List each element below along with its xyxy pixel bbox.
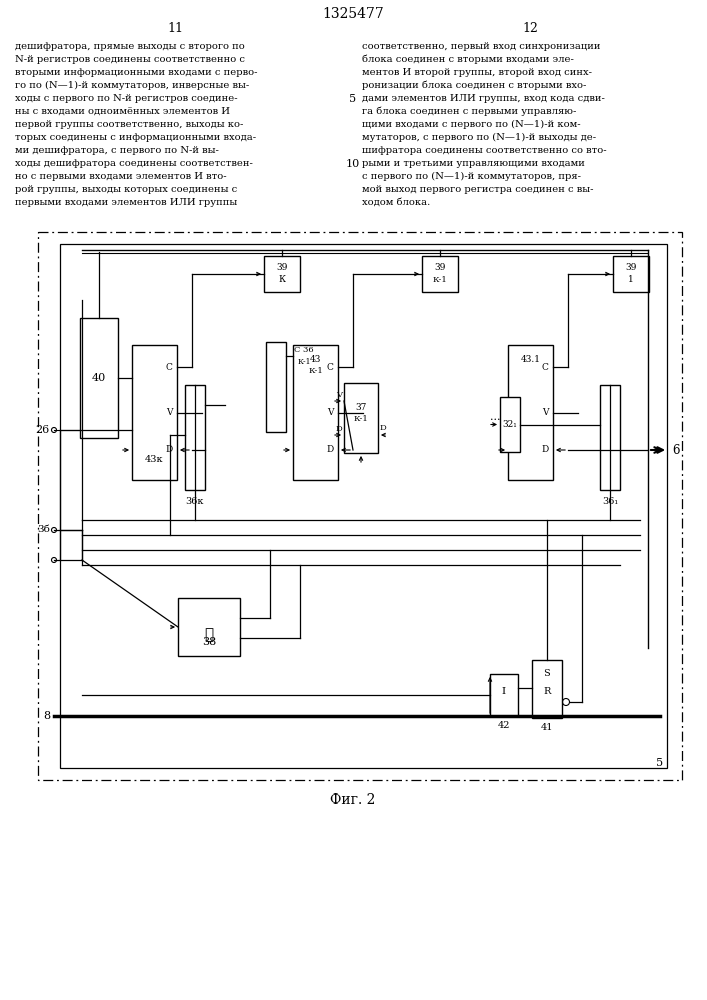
- Text: мутаторов, с первого по (N—1)-й выходы де-: мутаторов, с первого по (N—1)-й выходы д…: [362, 133, 596, 142]
- Text: D: D: [327, 446, 334, 454]
- Text: К-1: К-1: [308, 367, 323, 375]
- Bar: [613, 256, 649, 292]
- Text: 1325477: 1325477: [322, 7, 384, 21]
- Text: 43.1: 43.1: [520, 355, 540, 363]
- Text: К-1: К-1: [433, 276, 448, 284]
- Text: дешифратора, прямые выходы с второго по: дешифратора, прямые выходы с второго по: [15, 42, 245, 51]
- Text: первой группы соответственно, выходы ко-: первой группы соответственно, выходы ко-: [15, 120, 243, 129]
- Text: ходы с первого по N-й регистров соедине-: ходы с первого по N-й регистров соедине-: [15, 94, 238, 103]
- Text: мой выход первого регистра соединен с вы-: мой выход первого регистра соединен с вы…: [362, 185, 593, 194]
- Text: 36к: 36к: [186, 497, 204, 506]
- Text: 8: 8: [43, 711, 50, 721]
- Text: дами элементов ИЛИ группы, вход кода сдви-: дами элементов ИЛИ группы, вход кода сдв…: [362, 94, 605, 103]
- Text: щими входами с первого по (N—1)-й ком-: щими входами с первого по (N—1)-й ком-: [362, 120, 580, 129]
- Bar: [600, 385, 620, 490]
- Bar: [132, 345, 177, 480]
- Text: 26: 26: [36, 425, 50, 435]
- Text: 39: 39: [276, 263, 288, 272]
- Text: ми дешифратора, с первого по N-й вы-: ми дешифратора, с первого по N-й вы-: [15, 146, 219, 155]
- Text: но с первыми входами элементов И вто-: но с первыми входами элементов И вто-: [15, 172, 227, 181]
- Bar: [266, 342, 286, 432]
- Text: 43: 43: [310, 355, 321, 363]
- Text: 37: 37: [356, 402, 367, 412]
- Text: 38: 38: [202, 637, 216, 647]
- Text: ментов И второй группы, второй вход синх-: ментов И второй группы, второй вход синх…: [362, 68, 592, 77]
- Bar: [344, 383, 378, 453]
- Text: К-1: К-1: [354, 415, 368, 423]
- Text: 42: 42: [498, 722, 510, 730]
- Text: I: I: [502, 688, 506, 696]
- Text: C 36: C 36: [294, 346, 314, 354]
- Text: Фиг. 2: Фиг. 2: [330, 793, 375, 807]
- Bar: [185, 385, 205, 490]
- Text: К: К: [279, 275, 286, 284]
- Text: 10: 10: [346, 159, 360, 169]
- Text: К-1: К-1: [297, 358, 311, 366]
- Text: V: V: [165, 408, 173, 417]
- Text: ⋮: ⋮: [204, 628, 214, 642]
- Text: ходы дешифратора соединены соответствен-: ходы дешифратора соединены соответствен-: [15, 159, 253, 168]
- Text: 5: 5: [656, 758, 664, 768]
- Bar: [178, 598, 240, 656]
- Text: 6: 6: [672, 444, 679, 456]
- Text: C: C: [542, 362, 549, 371]
- Text: 5: 5: [349, 94, 356, 104]
- Text: шифратора соединены соответственно со вто-: шифратора соединены соответственно со вт…: [362, 146, 607, 155]
- Bar: [293, 345, 338, 480]
- Text: 11: 11: [167, 21, 183, 34]
- Bar: [38, 232, 682, 780]
- Text: ны с входами одноимённых элементов И: ны с входами одноимённых элементов И: [15, 107, 230, 116]
- Text: C: C: [165, 362, 173, 371]
- Text: V: V: [327, 408, 333, 417]
- Text: 39: 39: [625, 263, 637, 272]
- Text: ...: ...: [490, 412, 501, 422]
- Text: N-й регистров соединены соответственно с: N-й регистров соединены соответственно с: [15, 55, 245, 64]
- Text: 41: 41: [541, 724, 554, 732]
- Bar: [508, 345, 553, 480]
- Bar: [500, 397, 520, 452]
- Text: D: D: [336, 425, 342, 433]
- Text: S: S: [544, 670, 550, 678]
- Text: ронизации блока соединен с вторыми вхо-: ронизации блока соединен с вторыми вхо-: [362, 81, 586, 91]
- Text: 40: 40: [92, 373, 106, 383]
- Bar: [80, 318, 118, 438]
- Text: 3б: 3б: [37, 526, 50, 534]
- Text: соответственно, первый вход синхронизации: соответственно, первый вход синхронизаци…: [362, 42, 600, 51]
- Bar: [60, 244, 667, 768]
- Text: 32₁: 32₁: [503, 420, 518, 429]
- Bar: [532, 660, 562, 718]
- Text: C: C: [327, 362, 334, 371]
- Text: R: R: [543, 686, 551, 696]
- Text: V: V: [542, 408, 548, 417]
- Text: D: D: [380, 424, 386, 432]
- Text: 39: 39: [434, 263, 445, 272]
- Text: вторыми информационными входами с перво-: вторыми информационными входами с перво-: [15, 68, 257, 77]
- Text: рой группы, выходы которых соединены с: рой группы, выходы которых соединены с: [15, 185, 238, 194]
- Text: V: V: [336, 391, 342, 399]
- Bar: [422, 256, 458, 292]
- Text: 36₁: 36₁: [602, 497, 618, 506]
- Text: торых соединены с информационными входа-: торых соединены с информационными входа-: [15, 133, 256, 142]
- Text: 1: 1: [628, 275, 634, 284]
- Text: го по (N—1)-й коммутаторов, инверсные вы-: го по (N—1)-й коммутаторов, инверсные вы…: [15, 81, 250, 90]
- Text: с первого по (N—1)-й коммутаторов, пря-: с первого по (N—1)-й коммутаторов, пря-: [362, 172, 581, 181]
- Text: 43к: 43к: [145, 456, 164, 464]
- Text: D: D: [542, 446, 549, 454]
- Bar: [490, 674, 518, 716]
- Text: блока соединен с вторыми входами эле-: блока соединен с вторыми входами эле-: [362, 55, 574, 64]
- Text: 12: 12: [522, 21, 538, 34]
- Text: рыми и третьими управляющими входами: рыми и третьими управляющими входами: [362, 159, 585, 168]
- Text: ходом блока.: ходом блока.: [362, 198, 431, 207]
- Text: га блока соединен с первыми управляю-: га блока соединен с первыми управляю-: [362, 107, 576, 116]
- Text: D: D: [165, 446, 173, 454]
- Bar: [264, 256, 300, 292]
- Text: первыми входами элементов ИЛИ группы: первыми входами элементов ИЛИ группы: [15, 198, 238, 207]
